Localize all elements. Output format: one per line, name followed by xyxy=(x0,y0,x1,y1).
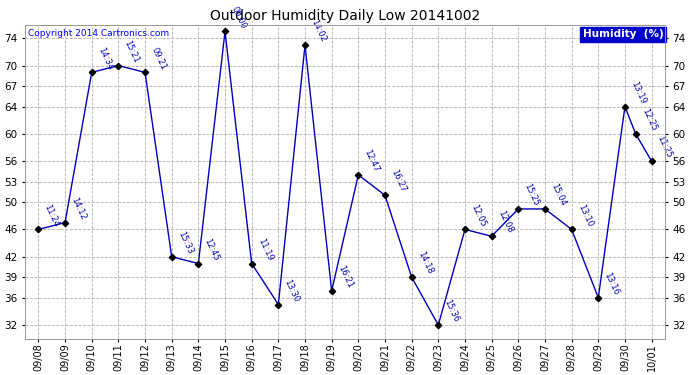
Text: 00:00: 00:00 xyxy=(229,5,248,30)
Text: 09:21: 09:21 xyxy=(149,46,168,71)
Text: Humidity  (%): Humidity (%) xyxy=(583,29,664,39)
Text: 15:25: 15:25 xyxy=(522,182,541,207)
Text: 15:33: 15:33 xyxy=(176,230,194,255)
Text: 14:34: 14:34 xyxy=(96,46,114,71)
Text: 14:12: 14:12 xyxy=(69,196,88,221)
Text: 12:47: 12:47 xyxy=(362,148,381,173)
Text: 15:21: 15:21 xyxy=(123,39,141,64)
Text: 12:25: 12:25 xyxy=(640,107,658,132)
Text: 12:05: 12:05 xyxy=(469,203,487,228)
Text: 11:25: 11:25 xyxy=(656,134,674,160)
Text: 12:45: 12:45 xyxy=(203,237,221,262)
Text: Copyright 2014 Cartronics.com: Copyright 2014 Cartronics.com xyxy=(28,29,169,38)
Text: 11:19: 11:19 xyxy=(256,237,274,262)
Text: 15:04: 15:04 xyxy=(549,182,567,207)
Text: 14:18: 14:18 xyxy=(416,251,434,276)
Text: 13:10: 13:10 xyxy=(575,202,594,228)
Text: 16:21: 16:21 xyxy=(336,264,354,290)
Text: 15:36: 15:36 xyxy=(442,298,461,324)
Text: 12:08: 12:08 xyxy=(496,209,514,235)
Text: 13:19: 13:19 xyxy=(629,80,647,105)
Title: Outdoor Humidity Daily Low 20141002: Outdoor Humidity Daily Low 20141002 xyxy=(210,9,480,24)
Text: 11:24: 11:24 xyxy=(43,203,61,228)
Text: 13:30: 13:30 xyxy=(282,278,301,303)
Text: 13:16: 13:16 xyxy=(602,271,621,296)
Text: 14:02: 14:02 xyxy=(309,18,327,44)
Text: 16:27: 16:27 xyxy=(389,168,408,194)
